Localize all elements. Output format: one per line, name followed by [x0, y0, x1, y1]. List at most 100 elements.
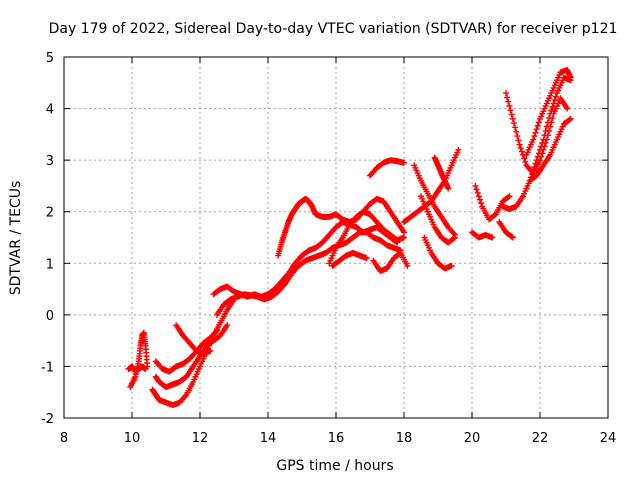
data-point: [505, 98, 512, 105]
data-point: [508, 233, 515, 240]
data-point: [515, 137, 522, 144]
data-point: [401, 234, 407, 241]
x-tick-label: 8: [60, 431, 68, 446]
x-tick-label: 16: [328, 431, 345, 446]
data-point: [455, 146, 462, 153]
grid-lines: [64, 57, 608, 418]
series-track-v: [499, 74, 574, 213]
series-track-h: [214, 229, 404, 318]
data-point: [538, 153, 545, 160]
data-point: [567, 115, 574, 122]
data-point: [280, 282, 287, 289]
data-point: [566, 116, 573, 123]
data-point: [509, 115, 516, 122]
data-point: [533, 126, 540, 133]
x-tick-label: 20: [464, 431, 481, 446]
data-point: [450, 235, 457, 242]
data-point: [549, 115, 556, 122]
data-point: [539, 150, 546, 157]
y-tick-label: 3: [46, 154, 54, 169]
data-point: [404, 262, 411, 269]
data-point: [531, 133, 538, 140]
data-point: [207, 347, 214, 354]
data-point: [518, 148, 525, 155]
series-track-k: [329, 249, 370, 269]
x-tick-label: 12: [192, 431, 209, 446]
data-point: [506, 102, 513, 109]
x-tick-label: 14: [260, 431, 277, 446]
data-point: [543, 136, 550, 143]
data-point: [540, 146, 547, 153]
x-tick-label: 10: [124, 431, 141, 446]
data-point: [212, 328, 219, 335]
data-point: [541, 143, 548, 150]
data-point: [535, 119, 542, 126]
series-track-r: [431, 154, 452, 192]
y-axis-label: SDTVAR / TECUs: [8, 181, 24, 296]
data-point: [445, 185, 452, 192]
data-point: [489, 234, 496, 241]
chart-title: Day 179 of 2022, Sidereal Day-to-day VTE…: [49, 21, 618, 37]
data-point: [473, 186, 480, 193]
y-tick-label: 2: [46, 206, 54, 221]
data-point: [530, 136, 537, 143]
data-point: [549, 103, 556, 110]
series-track-f: [173, 322, 214, 357]
data-point: [142, 366, 149, 373]
y-tick-label: 5: [46, 51, 54, 66]
data-point: [517, 145, 524, 152]
series-track-y: [526, 115, 574, 184]
plot-frame: [63, 56, 609, 419]
series-track-e: [152, 327, 220, 375]
data-point: [512, 124, 519, 131]
data-point: [548, 119, 555, 126]
data-point: [504, 94, 511, 101]
data-point: [567, 74, 574, 81]
y-tick-label: 0: [46, 309, 54, 324]
data-point: [544, 132, 551, 139]
series-track-j: [326, 208, 407, 267]
data-point: [214, 327, 220, 334]
y-tick-label: -1: [41, 360, 54, 375]
series-track-a: [127, 329, 151, 391]
data-point: [478, 200, 485, 207]
series-track-q: [421, 234, 455, 272]
series-track-p: [418, 193, 458, 246]
data-point: [452, 234, 458, 241]
data-point: [546, 127, 553, 134]
data-point: [182, 393, 189, 400]
series-track-s: [472, 182, 513, 223]
y-tick-label: 1: [46, 257, 54, 272]
x-tick-label: 18: [396, 431, 413, 446]
data-point: [476, 196, 483, 203]
data-point: [507, 107, 514, 114]
series-track-l: [367, 157, 407, 179]
data-point: [514, 133, 521, 140]
data-point: [448, 262, 455, 269]
data-point: [516, 141, 523, 148]
series-track-n: [401, 146, 462, 226]
series-track-u: [496, 219, 516, 241]
series-track-d: [152, 322, 231, 391]
data-point: [509, 234, 516, 241]
data-point: [532, 129, 539, 136]
data-point: [542, 139, 549, 146]
data-point: [503, 90, 509, 97]
data-point: [401, 229, 407, 236]
data-point: [510, 120, 517, 127]
data-point: [534, 122, 541, 129]
series-track-o: [411, 162, 458, 238]
series-track-w: [503, 90, 571, 177]
data-point: [506, 193, 513, 200]
series-track-b: [125, 363, 149, 375]
y-tick-label: -2: [41, 412, 54, 427]
data-point: [363, 255, 370, 262]
data-point: [475, 193, 482, 200]
y-tick-labels: -2 -1 0 1 2 3 4 5: [41, 51, 54, 427]
data-point: [552, 93, 559, 100]
data-point: [513, 128, 520, 135]
data-marks: [125, 66, 574, 409]
y-tick-label: 4: [46, 103, 54, 118]
series-track-m: [370, 249, 411, 275]
